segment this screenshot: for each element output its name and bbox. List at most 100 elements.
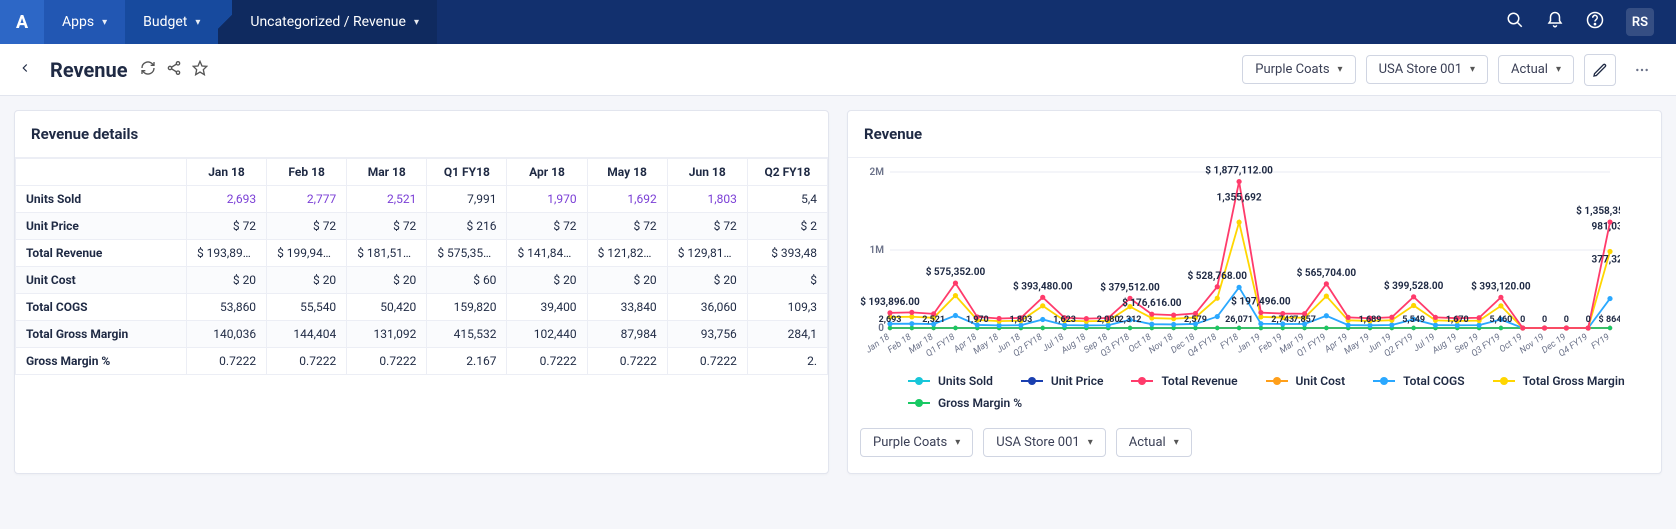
- cell[interactable]: $ 141,840....: [507, 240, 587, 267]
- table-row[interactable]: Units Sold2,6932,7772,5217,9911,9701,692…: [16, 186, 828, 213]
- cell[interactable]: 284,1: [747, 321, 827, 348]
- cell[interactable]: $ 72: [267, 213, 347, 240]
- cell[interactable]: $ 20: [347, 267, 427, 294]
- cell[interactable]: 0.7222: [347, 348, 427, 375]
- cell[interactable]: 2.: [747, 348, 827, 375]
- table-col-header[interactable]: Mar 18: [347, 159, 427, 186]
- cell[interactable]: 50,420: [347, 294, 427, 321]
- selector-product[interactable]: Purple Coats ▾: [1242, 55, 1355, 84]
- cell[interactable]: $ 72: [507, 213, 587, 240]
- table-col-header[interactable]: Q2 FY18: [747, 159, 827, 186]
- user-avatar[interactable]: RS: [1626, 8, 1654, 36]
- cell[interactable]: $ 393,48: [747, 240, 827, 267]
- table-row[interactable]: Unit Price$ 72$ 72$ 72$ 216$ 72$ 72$ 72$…: [16, 213, 828, 240]
- legend-item[interactable]: Gross Margin %: [908, 396, 1022, 410]
- cell[interactable]: 2,777: [267, 186, 347, 213]
- cell[interactable]: $ 193,896....: [186, 240, 266, 267]
- cell[interactable]: 1,970: [507, 186, 587, 213]
- share-icon[interactable]: [166, 60, 182, 80]
- cell[interactable]: 36,060: [667, 294, 747, 321]
- table-col-header[interactable]: Jun 18: [667, 159, 747, 186]
- cell[interactable]: 33,840: [587, 294, 667, 321]
- legend-item[interactable]: Total Revenue: [1131, 374, 1237, 388]
- cell[interactable]: 0.7222: [587, 348, 667, 375]
- cell[interactable]: 7,991: [427, 186, 507, 213]
- cell[interactable]: $ 72: [186, 213, 266, 240]
- more-button[interactable]: [1626, 54, 1658, 86]
- cell[interactable]: $ 72: [667, 213, 747, 240]
- bell-icon[interactable]: [1546, 11, 1564, 34]
- cell[interactable]: 0.7222: [267, 348, 347, 375]
- nav-apps[interactable]: Apps ▾: [44, 0, 125, 44]
- app-logo[interactable]: A: [0, 0, 44, 44]
- cell[interactable]: 55,540: [267, 294, 347, 321]
- legend-item[interactable]: Total COGS: [1373, 374, 1464, 388]
- legend-item[interactable]: Units Sold: [908, 374, 993, 388]
- cell[interactable]: 2,521: [347, 186, 427, 213]
- cell[interactable]: $ 181,512....: [347, 240, 427, 267]
- cell[interactable]: 144,404: [267, 321, 347, 348]
- cell[interactable]: $ 20: [667, 267, 747, 294]
- refresh-icon[interactable]: [140, 60, 156, 80]
- cell[interactable]: 140,036: [186, 321, 266, 348]
- chevron-down-icon: ▾: [1470, 64, 1475, 75]
- cell[interactable]: 131,092: [347, 321, 427, 348]
- search-icon[interactable]: [1506, 11, 1524, 34]
- legend-item[interactable]: Unit Price: [1021, 374, 1104, 388]
- selector-store[interactable]: USA Store 001 ▾: [1366, 55, 1488, 84]
- revenue-table[interactable]: Jan 18Feb 18Mar 18Q1 FY18Apr 18May 18Jun…: [15, 158, 828, 375]
- star-icon[interactable]: [192, 60, 208, 80]
- cell[interactable]: 0.7222: [667, 348, 747, 375]
- cell[interactable]: $ 20: [267, 267, 347, 294]
- cell[interactable]: 0.7222: [186, 348, 266, 375]
- table-col-header[interactable]: Apr 18: [507, 159, 587, 186]
- cell[interactable]: 1,803: [667, 186, 747, 213]
- cell[interactable]: 102,440: [507, 321, 587, 348]
- cell[interactable]: 53,860: [186, 294, 266, 321]
- chart-selector-product[interactable]: Purple Coats ▾: [860, 428, 973, 457]
- cell[interactable]: 415,532: [427, 321, 507, 348]
- table-col-header[interactable]: Q1 FY18: [427, 159, 507, 186]
- cell[interactable]: $ 199,944....: [267, 240, 347, 267]
- table-row[interactable]: Total Gross Margin140,036144,404131,0924…: [16, 321, 828, 348]
- cell[interactable]: $ 2: [747, 213, 827, 240]
- cell[interactable]: $ 60: [427, 267, 507, 294]
- cell[interactable]: $ 20: [587, 267, 667, 294]
- cell[interactable]: 159,820: [427, 294, 507, 321]
- back-button[interactable]: [18, 60, 32, 79]
- cell[interactable]: 39,400: [507, 294, 587, 321]
- cell[interactable]: 2,693: [186, 186, 266, 213]
- cell[interactable]: 87,984: [587, 321, 667, 348]
- table-col-header[interactable]: Feb 18: [267, 159, 347, 186]
- cell[interactable]: 2.167: [427, 348, 507, 375]
- cell[interactable]: 5,4: [747, 186, 827, 213]
- legend-item[interactable]: Unit Cost: [1266, 374, 1346, 388]
- cell[interactable]: $ 121,824....: [587, 240, 667, 267]
- selector-scenario[interactable]: Actual ▾: [1498, 55, 1574, 84]
- cell[interactable]: $ 129,816....: [667, 240, 747, 267]
- cell[interactable]: 109,3: [747, 294, 827, 321]
- cell[interactable]: 1,692: [587, 186, 667, 213]
- table-col-header[interactable]: Jan 18: [186, 159, 266, 186]
- nav-breadcrumb[interactable]: Uncategorized / Revenue ▾: [232, 0, 437, 44]
- table-row[interactable]: Gross Margin %0.72220.72220.72222.1670.7…: [16, 348, 828, 375]
- table-col-header[interactable]: May 18: [587, 159, 667, 186]
- cell[interactable]: $ 575,352....: [427, 240, 507, 267]
- cell[interactable]: $ 20: [186, 267, 266, 294]
- chart-selector-scenario[interactable]: Actual ▾: [1116, 428, 1192, 457]
- cell[interactable]: 0.7222: [507, 348, 587, 375]
- edit-button[interactable]: [1584, 54, 1616, 86]
- table-row[interactable]: Total COGS53,86055,54050,420159,82039,40…: [16, 294, 828, 321]
- nav-budget[interactable]: Budget ▾: [125, 0, 218, 44]
- table-row[interactable]: Unit Cost$ 20$ 20$ 20$ 60$ 20$ 20$ 20$: [16, 267, 828, 294]
- cell[interactable]: $: [747, 267, 827, 294]
- cell[interactable]: $ 20: [507, 267, 587, 294]
- cell[interactable]: $ 72: [587, 213, 667, 240]
- cell[interactable]: $ 216: [427, 213, 507, 240]
- legend-item[interactable]: Total Gross Margin: [1493, 374, 1625, 388]
- cell[interactable]: $ 72: [347, 213, 427, 240]
- table-row[interactable]: Total Revenue$ 193,896....$ 199,944....$…: [16, 240, 828, 267]
- chart-selector-store[interactable]: USA Store 001 ▾: [983, 428, 1105, 457]
- help-icon[interactable]: [1586, 11, 1604, 34]
- cell[interactable]: 93,756: [667, 321, 747, 348]
